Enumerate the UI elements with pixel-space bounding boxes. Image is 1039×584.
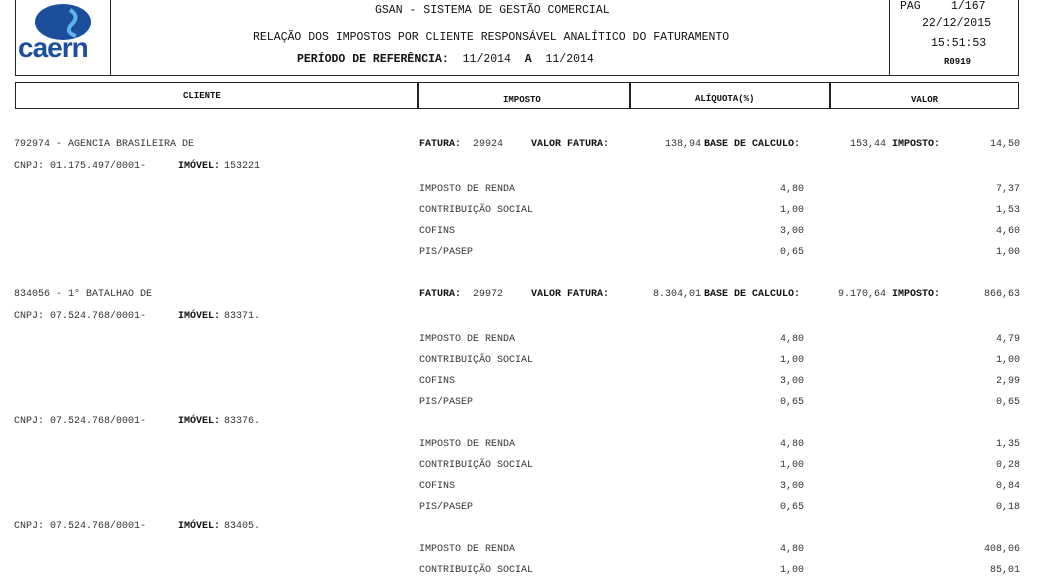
tax-name: IMPOSTO DE RENDA [419,334,516,345]
tax-aliquota: 1,00 [779,205,804,216]
tax-valor: 85,01 [989,565,1020,576]
tax-aliquota: 0,65 [779,397,804,408]
tax-valor: 0,28 [995,460,1020,471]
report-date: 22/12/2015 [922,17,992,30]
tax-name: PIS/PASEP [419,397,474,408]
cnpj-value: 07.524.768/0001- [50,311,147,322]
cnpj-label: CNPJ: [14,416,45,427]
base-calculo-value: 153,44 [849,139,886,150]
base-calculo-value: 9.170,64 [837,289,886,300]
imovel-label: IMÓVEL: [178,161,221,172]
tax-aliquota: 4,80 [779,439,804,450]
tax-valor: 1,00 [995,247,1020,258]
cnpj-label: CNPJ: [14,521,45,532]
imovel-label: IMÓVEL: [178,416,221,427]
tax-aliquota: 3,00 [779,376,804,387]
column-header-row [15,82,1019,109]
tax-valor: 1,35 [995,439,1020,450]
page-label: PAG [900,0,921,13]
tax-name: COFINS [419,481,456,492]
tax-aliquota: 1,00 [779,460,804,471]
fatura-label: FATURA: [419,289,462,300]
page-info-cell [889,0,1019,76]
client-name: 792974 - AGENCIA BRASILEIRA DE [14,139,195,150]
tax-aliquota: 4,80 [779,544,804,555]
client-name: 834056 - 1° BATALHAO DE [14,289,153,300]
fatura-number: 29924 [473,139,504,150]
valor-fatura-value: 138,94 [664,139,701,150]
fatura-number: 29972 [473,289,504,300]
reference-period: PERÍODO DE REFERÊNCIA: 11/2014 A 11/2014 [297,53,594,66]
fatura-label: FATURA: [419,139,462,150]
tax-aliquota: 3,00 [779,481,804,492]
tax-valor: 0,18 [995,502,1020,513]
tax-valor: 0,84 [995,481,1020,492]
tax-aliquota: 0,65 [779,502,804,513]
column-valor: VALOR [911,95,939,105]
tax-name: IMPOSTO DE RENDA [419,544,516,555]
report-title: RELAÇÃO DOS IMPOSTOS POR CLIENTE RESPONS… [253,31,730,44]
imovel-value: 153221 [224,161,261,172]
valor-fatura-value: 8.304,01 [652,289,701,300]
tax-aliquota: 4,80 [779,334,804,345]
tax-name: PIS/PASEP [419,247,474,258]
logo-cell [15,0,111,76]
tax-valor: 408,06 [983,544,1020,555]
caern-logo: caern [18,2,108,72]
cnpj-label: CNPJ: [14,161,45,172]
tax-name: COFINS [419,226,456,237]
tax-aliquota: 0,65 [779,247,804,258]
imposto-label: IMPOSTO: [892,289,941,300]
tax-valor: 0,65 [995,397,1020,408]
imovel-label: IMÓVEL: [178,521,221,532]
cnpj-value: 07.524.768/0001- [50,416,147,427]
report-code: R0919 [944,57,972,67]
column-divider [829,82,831,109]
imovel-value: 83405. [224,521,261,532]
tax-valor: 4,79 [995,334,1020,345]
column-cliente: CLIENTE [183,91,221,101]
imovel-value: 83376. [224,416,261,427]
tax-valor: 4,60 [995,226,1020,237]
cnpj-label: CNPJ: [14,311,45,322]
valor-fatura-label: VALOR FATURA: [531,289,610,300]
column-imposto: IMPOSTO [503,95,541,105]
base-calculo-label: BASE DE CALCULO: [704,139,801,150]
imovel-value: 83371. [224,311,261,322]
column-divider [417,82,419,109]
tax-name: IMPOSTO DE RENDA [419,439,516,450]
tax-valor: 7,37 [995,184,1020,195]
tax-valor: 1,53 [995,205,1020,216]
base-calculo-label: BASE DE CALCULO: [704,289,801,300]
tax-name: CONTRIBUIÇÃO SOCIAL [419,355,534,366]
tax-aliquota: 1,00 [779,355,804,366]
tax-aliquota: 4,80 [779,184,804,195]
imposto-label: IMPOSTO: [892,139,941,150]
imposto-value: 14,50 [989,139,1020,150]
cnpj-value: 01.175.497/0001- [50,161,147,172]
imposto-value: 866,63 [983,289,1020,300]
tax-name: COFINS [419,376,456,387]
tax-name: PIS/PASEP [419,502,474,513]
valor-fatura-label: VALOR FATURA: [531,139,610,150]
tax-name: CONTRIBUIÇÃO SOCIAL [419,565,534,576]
tax-valor: 2,99 [995,376,1020,387]
tax-valor: 1,00 [995,355,1020,366]
tax-aliquota: 1,00 [779,565,804,576]
imovel-label: IMÓVEL: [178,311,221,322]
tax-name: CONTRIBUIÇÃO SOCIAL [419,205,534,216]
tax-name: CONTRIBUIÇÃO SOCIAL [419,460,534,471]
tax-aliquota: 3,00 [779,226,804,237]
cnpj-value: 07.524.768/0001- [50,521,147,532]
page-number: 1/167 [951,0,986,13]
tax-name: IMPOSTO DE RENDA [419,184,516,195]
column-aliquota: ALÍQUOTA(%) [695,94,755,104]
system-title: GSAN - SISTEMA DE GESTÃO COMERCIAL [375,4,610,17]
column-divider [629,82,631,109]
report-time: 15:51:53 [931,37,987,50]
